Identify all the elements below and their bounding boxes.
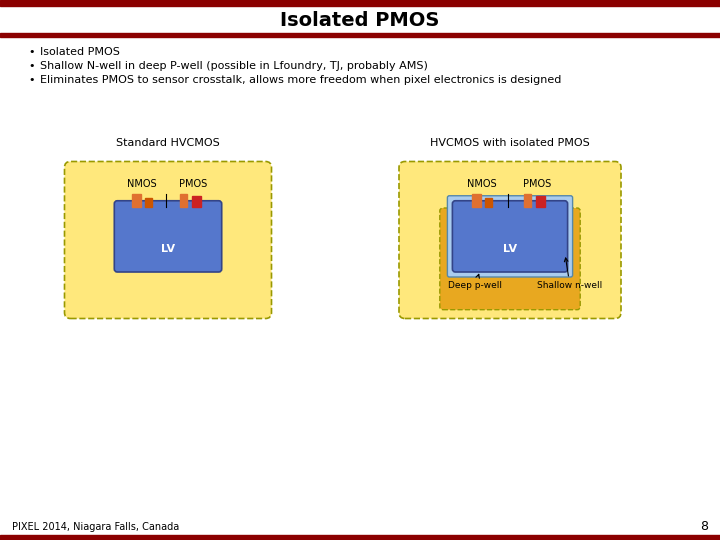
Text: Isolated PMOS: Isolated PMOS (280, 10, 440, 30)
Text: LV: LV (503, 245, 517, 254)
Text: PMOS: PMOS (523, 179, 551, 189)
Bar (0, 0, 720, 6)
Text: NMOS: NMOS (467, 179, 497, 189)
Text: •: • (28, 61, 35, 71)
Text: LV: LV (161, 245, 175, 254)
Bar (0, 33, 720, 37)
Bar (145, 198, 152, 207)
FancyBboxPatch shape (399, 161, 621, 319)
FancyBboxPatch shape (440, 208, 580, 310)
Bar (524, 194, 531, 207)
Text: NMOS: NMOS (127, 179, 156, 189)
Text: •: • (28, 47, 35, 57)
Text: Shallow N-well in deep P-well (possible in Lfoundry, TJ, probably AMS): Shallow N-well in deep P-well (possible … (40, 61, 428, 71)
FancyBboxPatch shape (65, 161, 271, 319)
FancyBboxPatch shape (447, 195, 572, 277)
Text: 8: 8 (700, 521, 708, 534)
Bar (485, 198, 492, 207)
Text: PMOS: PMOS (179, 179, 207, 189)
Text: Standard HVCMOS: Standard HVCMOS (116, 138, 220, 147)
Text: Isolated PMOS: Isolated PMOS (40, 47, 120, 57)
Text: HVCMOS with isolated PMOS: HVCMOS with isolated PMOS (430, 138, 590, 147)
Bar (0, 515, 720, 535)
Bar (536, 195, 545, 207)
FancyBboxPatch shape (114, 201, 222, 272)
Text: Shallow n-well: Shallow n-well (537, 258, 603, 291)
Bar (132, 194, 140, 207)
Bar (192, 195, 202, 207)
FancyBboxPatch shape (452, 201, 567, 272)
Text: PIXEL 2014, Niagara Falls, Canada: PIXEL 2014, Niagara Falls, Canada (12, 522, 179, 532)
Text: •: • (28, 75, 35, 85)
Bar (0, 6, 720, 33)
Text: Deep p-well: Deep p-well (448, 274, 502, 291)
Bar (472, 194, 481, 207)
Text: Eliminates PMOS to sensor crosstalk, allows more freedom when pixel electronics : Eliminates PMOS to sensor crosstalk, all… (40, 75, 562, 85)
Bar (0, 535, 720, 540)
Bar (180, 194, 187, 207)
